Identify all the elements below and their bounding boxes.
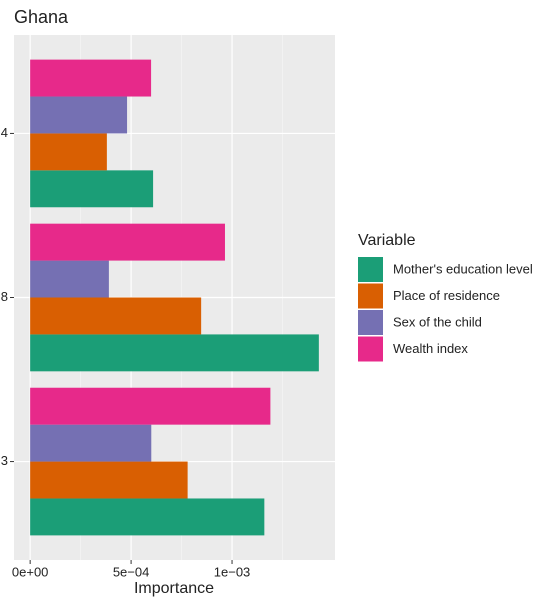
legend-title: Variable [358, 232, 416, 249]
x-axis-label: Importance [134, 580, 214, 597]
legend-key [358, 257, 383, 282]
x-tick-label: 0e+00 [12, 564, 49, 579]
y-tick-label: 8 [1, 289, 8, 304]
legend-key [358, 336, 383, 362]
legend-label: Wealth index [393, 341, 468, 356]
legend-label: Sex of the child [393, 314, 482, 329]
bar [30, 424, 152, 462]
bar [30, 223, 225, 261]
bar [30, 334, 319, 372]
y-tick-label: 3 [1, 453, 8, 468]
y-tick-label: 4 [1, 125, 8, 140]
bar [30, 59, 152, 97]
bar [30, 461, 188, 499]
legend-key [358, 310, 383, 335]
x-tick-label: 1e−03 [214, 564, 251, 579]
bar [30, 297, 202, 335]
bar [30, 387, 271, 425]
bar [30, 498, 265, 536]
legend-label: Place of residence [393, 288, 500, 303]
bar [30, 96, 128, 134]
legend-label: Mother's education level [393, 261, 533, 276]
bar [30, 170, 154, 208]
bar [30, 133, 107, 171]
chart-title: Ghana [14, 7, 69, 27]
bar [30, 260, 109, 298]
legend-key [358, 283, 383, 309]
x-tick-label: 5e−04 [113, 564, 150, 579]
